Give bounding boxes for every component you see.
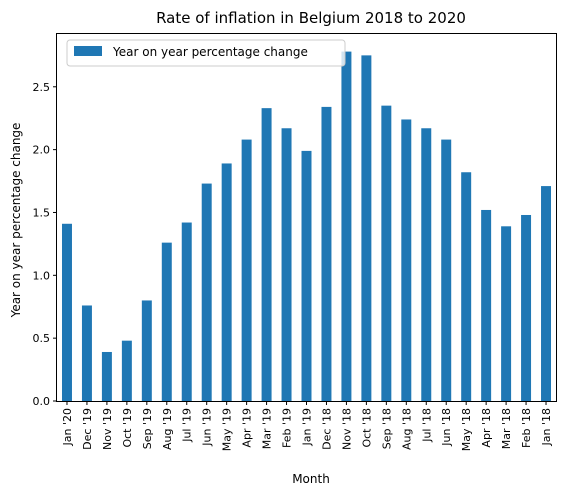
x-tick-label: Nov '19 bbox=[101, 408, 114, 450]
x-tick-label: Jul '18 bbox=[420, 408, 433, 443]
bar bbox=[141, 300, 152, 401]
x-tick-label: Jun '18 bbox=[440, 408, 453, 447]
x-tick-label: Feb '18 bbox=[520, 408, 533, 448]
y-tick-label: 2.5 bbox=[33, 81, 51, 94]
legend-label: Year on year percentage change bbox=[112, 45, 308, 59]
bars-group bbox=[61, 51, 552, 402]
x-tick-label: Jun '19 bbox=[201, 408, 214, 447]
bar bbox=[481, 209, 492, 401]
bar bbox=[421, 128, 432, 401]
x-tick-label: May '18 bbox=[460, 408, 473, 451]
x-tick-label: Nov '18 bbox=[340, 408, 353, 450]
x-tick-label: Jan '18 bbox=[540, 408, 553, 446]
bar bbox=[401, 119, 412, 401]
x-tick-label: Sep '18 bbox=[380, 408, 393, 449]
bar bbox=[281, 128, 292, 401]
bar bbox=[541, 186, 552, 401]
legend: Year on year percentage change bbox=[66, 39, 346, 67]
bar bbox=[381, 105, 392, 401]
bar bbox=[301, 150, 312, 401]
legend-box bbox=[66, 39, 346, 67]
bar bbox=[241, 139, 252, 401]
x-tick-label: Dec '18 bbox=[320, 408, 333, 450]
x-axis-ticks: Jan '20 Dec '19 Nov '19 Oct '19 Sep '19 Aug '… bbox=[61, 401, 553, 451]
bar bbox=[521, 214, 532, 401]
x-tick-label: Jul '19 bbox=[181, 408, 194, 443]
x-tick-label: Mar '18 bbox=[500, 408, 513, 449]
y-tick-label: 0.5 bbox=[33, 332, 51, 345]
bar bbox=[61, 223, 72, 401]
bar bbox=[181, 222, 192, 401]
legend-swatch bbox=[74, 46, 102, 56]
x-tick-label: Jan '20 bbox=[61, 408, 74, 446]
x-tick-label: Dec '19 bbox=[81, 408, 94, 450]
x-tick-label: Jan '19 bbox=[301, 408, 314, 446]
y-tick-label: 0.0 bbox=[33, 395, 51, 408]
x-tick-label: Oct '18 bbox=[360, 408, 373, 448]
bar bbox=[361, 55, 372, 402]
bar bbox=[441, 139, 452, 401]
bar bbox=[461, 172, 472, 401]
y-tick-label: 1.5 bbox=[33, 206, 51, 219]
bar bbox=[201, 183, 212, 401]
x-tick-label: May '19 bbox=[221, 408, 234, 451]
bar bbox=[321, 106, 332, 402]
x-tick-label: Apr '18 bbox=[480, 408, 493, 448]
bar bbox=[161, 242, 172, 401]
y-tick-label: 2.0 bbox=[33, 144, 51, 157]
x-tick-label: Sep '19 bbox=[141, 408, 154, 449]
bar bbox=[221, 163, 232, 401]
chart-title: Rate of inflation in Belgium 2018 to 202… bbox=[156, 9, 466, 27]
y-tick-label: 1.0 bbox=[33, 269, 51, 282]
x-tick-label: Feb '19 bbox=[281, 408, 294, 448]
x-tick-label: Mar '19 bbox=[261, 408, 274, 449]
bar bbox=[501, 226, 512, 401]
x-axis-label: Month bbox=[292, 472, 330, 486]
y-axis-label: Year on year percentage change bbox=[9, 123, 23, 319]
bar bbox=[101, 351, 112, 401]
plot-frame bbox=[56, 33, 557, 402]
bar bbox=[261, 108, 272, 402]
y-axis-ticks: 0.0 0.5 1.0 1.5 2.0 2.5 bbox=[33, 81, 57, 408]
bar bbox=[121, 340, 132, 401]
x-tick-label: Oct '19 bbox=[121, 408, 134, 448]
x-tick-label: Apr '19 bbox=[241, 408, 254, 448]
bar bbox=[341, 51, 352, 401]
bar bbox=[81, 305, 92, 401]
x-tick-label: Aug '18 bbox=[400, 408, 413, 450]
x-tick-label: Aug '19 bbox=[161, 408, 174, 450]
